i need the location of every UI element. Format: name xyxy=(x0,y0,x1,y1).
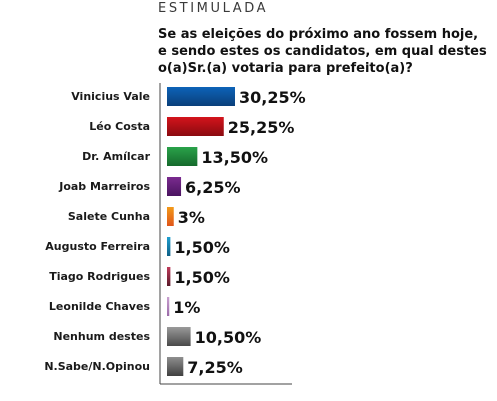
category-label: Léo Costa xyxy=(89,120,150,133)
category-label: Augusto Ferreira xyxy=(45,240,150,253)
value-label: 7,25% xyxy=(187,358,243,377)
survey-question: Se as eleições do próximo ano fossem hoj… xyxy=(158,26,488,77)
value-label: 30,25% xyxy=(239,88,306,107)
bar xyxy=(167,237,171,256)
bar xyxy=(167,267,171,286)
value-label: 3% xyxy=(178,208,205,227)
bar xyxy=(167,147,198,166)
value-label: 1,50% xyxy=(174,268,230,287)
value-label: 25,25% xyxy=(228,118,295,137)
value-label: 1,50% xyxy=(174,238,230,257)
value-label: 13,50% xyxy=(201,148,268,167)
category-label: Dr. Amílcar xyxy=(82,150,150,163)
bar xyxy=(167,357,184,376)
question-line-1: Se as eleições do próximo ano fossem hoj… xyxy=(158,27,479,42)
category-label: Vinicius Vale xyxy=(71,90,150,103)
value-label: 1% xyxy=(173,298,200,317)
bar xyxy=(167,327,191,346)
value-label: 6,25% xyxy=(185,178,241,197)
section-eyebrow: ESTIMULADA xyxy=(158,1,269,16)
bar xyxy=(167,207,174,226)
bar xyxy=(167,177,182,196)
question-line-3: o(a)Sr.(a) votaria para prefeito(a)? xyxy=(158,61,413,76)
category-label: Salete Cunha xyxy=(68,210,150,223)
bar xyxy=(167,297,170,316)
bar xyxy=(167,87,235,106)
category-label: Nenhum destes xyxy=(53,330,150,343)
question-line-2: e sendo estes os candidatos, em qual des… xyxy=(158,44,487,59)
category-label: Tiago Rodrigues xyxy=(49,270,150,283)
category-label: Leonilde Chaves xyxy=(49,300,151,313)
category-label: Joab Marreiros xyxy=(58,180,150,193)
bar xyxy=(167,117,224,136)
category-label: N.Sabe/N.Opinou xyxy=(44,360,150,373)
value-label: 10,50% xyxy=(195,328,262,347)
